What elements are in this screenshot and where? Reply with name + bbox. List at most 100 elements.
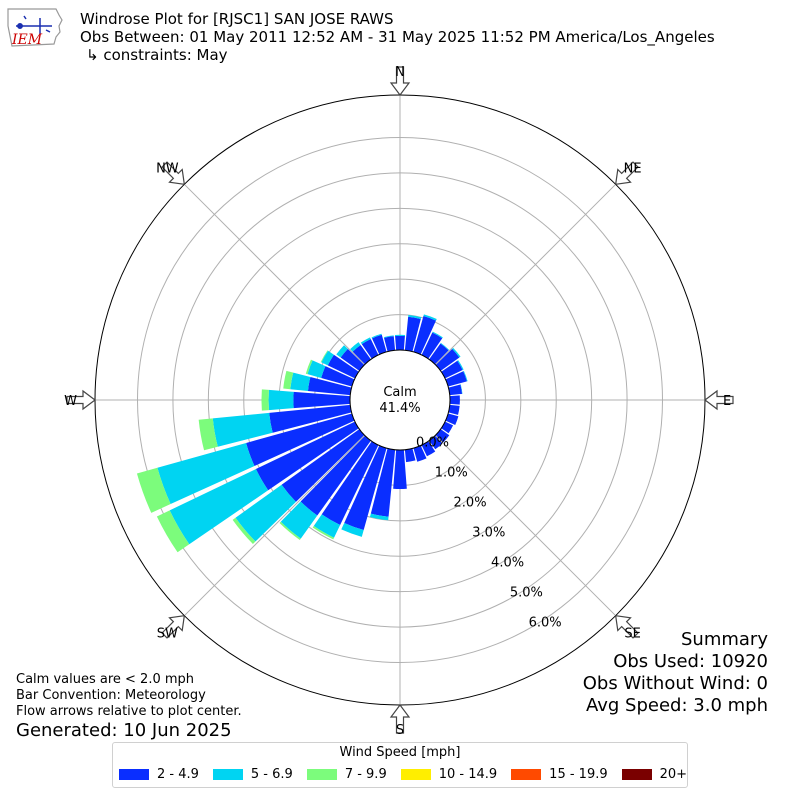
flow-arrow-icon [389, 704, 411, 734]
bar-340deg-bin-1 [371, 333, 382, 339]
radial-tick-label: 3.0% [472, 526, 505, 541]
bar-350deg-bin-1 [383, 335, 394, 338]
direction-label-nw: NW [156, 161, 179, 176]
radial-tick-label: 6.0% [529, 616, 562, 631]
calm-percent: 41.4% [379, 401, 420, 416]
bar-210deg-bin-0 [321, 441, 379, 525]
legend-label: 7 - 9.9 [344, 767, 387, 782]
bar-280deg-bin-0 [307, 376, 352, 396]
bar-0deg-bin-1 [394, 334, 406, 337]
bar-270deg-bin-2 [261, 389, 269, 411]
flow-arrow-icon [161, 161, 186, 186]
legend-item: 7 - 9.9 [306, 767, 387, 782]
bar-30deg-bin-0 [421, 332, 443, 359]
flow-arrow-icon [161, 614, 186, 639]
bar-170deg-bin-0 [404, 448, 416, 463]
radial-tick-label: 4.0% [491, 556, 524, 571]
bar-60deg-bin-0 [441, 360, 463, 379]
wind-speed-legend: Wind Speed [mph] 2 - 4.9 5 - 6.9 7 - 9.9 10… [112, 742, 688, 788]
bar-220deg-bin-1 [280, 501, 318, 539]
bar-150deg-bin-0 [421, 441, 436, 457]
legend-swatch [621, 769, 652, 780]
iowa-state-outline-icon [7, 8, 63, 47]
bar-220deg-bin-2 [279, 521, 301, 541]
bar-240deg-bin-0 [255, 421, 359, 491]
constraints-label: ↳ constraints: May [86, 46, 228, 64]
bar-40deg-bin-1 [440, 342, 450, 351]
bar-230deg-bin-1 [235, 484, 296, 542]
bar-80deg-bin-0 [448, 384, 463, 396]
legend-items: 2 - 4.9 5 - 6.9 7 - 9.9 10 - 14.9 15 - 19.9 2… [119, 767, 701, 782]
summary-title: Summary [681, 629, 768, 650]
flow-arrow-icon [704, 389, 734, 411]
observation-period: Obs Between: 01 May 2011 12:52 AM - 31 M… [80, 28, 715, 46]
grid-spoke-ne [399, 183, 617, 401]
bar-240deg-bin-2 [156, 510, 190, 553]
bar-convention-note: Bar Convention: Meteorology [16, 688, 206, 703]
bar-20deg-bin-1 [423, 314, 437, 321]
weather-instrument-icon [16, 15, 52, 34]
legend-swatch [511, 769, 542, 780]
radial-tick-label: 2.0% [454, 495, 487, 510]
bar-230deg-bin-2 [232, 517, 256, 545]
bar-0deg-bin-0 [395, 335, 405, 351]
bar-290deg-bin-2 [305, 359, 313, 375]
bar-10deg-bin-0 [404, 316, 421, 352]
bar-300deg-bin-0 [327, 354, 359, 379]
plot-title: Windrose Plot for [RJSC1] SAN JOSE RAWS [80, 10, 394, 28]
grid-spoke-nw [183, 183, 401, 401]
bar-120deg-bin-0 [441, 421, 454, 434]
legend-item: 10 - 14.9 [400, 767, 497, 782]
bar-260deg-bin-1 [212, 412, 273, 447]
flow-arrow-icon [389, 66, 411, 96]
legend-swatch [306, 769, 337, 780]
grid-spoke-se [399, 399, 617, 617]
bar-290deg-bin-0 [321, 366, 355, 387]
flow-arrow-note: Flow arrows relative to plot center. [16, 704, 242, 719]
bar-270deg-bin-1 [268, 389, 294, 411]
flow-arrow-icon [614, 161, 639, 186]
bar-140deg-bin-0 [429, 435, 443, 450]
bar-240deg-bin-1 [169, 469, 269, 545]
bar-250deg-bin-2 [136, 467, 171, 513]
bar-190deg-bin-0 [370, 448, 396, 517]
legend-label: 2 - 4.9 [157, 767, 199, 782]
bar-40deg-bin-0 [429, 343, 449, 365]
bar-90deg-bin-0 [449, 395, 460, 405]
legend-title: Wind Speed [mph] [339, 745, 461, 760]
generated-date: Generated: 10 Jun 2025 [16, 720, 232, 741]
bar-350deg-bin-0 [384, 336, 396, 352]
bar-210deg-bin-2 [312, 526, 335, 540]
legend-swatch [119, 769, 149, 780]
bar-290deg-bin-1 [307, 360, 326, 378]
legend-label: 20+ [659, 767, 688, 782]
bar-320deg-bin-0 [352, 344, 371, 365]
bar-250deg-bin-0 [246, 413, 355, 467]
legend-item: 5 - 6.9 [212, 767, 293, 782]
legend-swatch [400, 769, 431, 780]
direction-label-sw: SW [157, 627, 178, 642]
iem-logo: IEM [7, 8, 63, 48]
bar-200deg-bin-0 [344, 445, 387, 531]
bar-220deg-bin-0 [300, 435, 371, 516]
bar-50deg-bin-0 [435, 348, 460, 371]
bar-260deg-bin-0 [269, 404, 352, 433]
bar-260deg-bin-2 [198, 418, 218, 451]
summary-avg-speed: Avg Speed: 3.0 mph [586, 695, 768, 716]
direction-label-e: E [723, 394, 731, 409]
bar-330deg-bin-1 [360, 337, 371, 345]
bar-190deg-bin-1 [369, 513, 389, 521]
flow-arrow-icon [614, 614, 639, 639]
radial-tick-labels: 0.0% 1.0% 2.0% 3.0% 4.0% 5.0% 6.0% [416, 435, 562, 630]
calm-label: Calm [383, 385, 416, 400]
radial-tick-label: 1.0% [435, 465, 468, 480]
bar-310deg-bin-1 [336, 345, 348, 358]
sector-bars [136, 314, 468, 553]
bar-330deg-bin-0 [361, 338, 379, 359]
bar-60deg-bin-1 [457, 360, 464, 370]
bar-280deg-bin-2 [283, 370, 294, 390]
bar-250deg-bin-1 [157, 442, 255, 505]
bar-30deg-bin-1 [432, 331, 443, 339]
flow-arrow-icon [66, 389, 96, 411]
